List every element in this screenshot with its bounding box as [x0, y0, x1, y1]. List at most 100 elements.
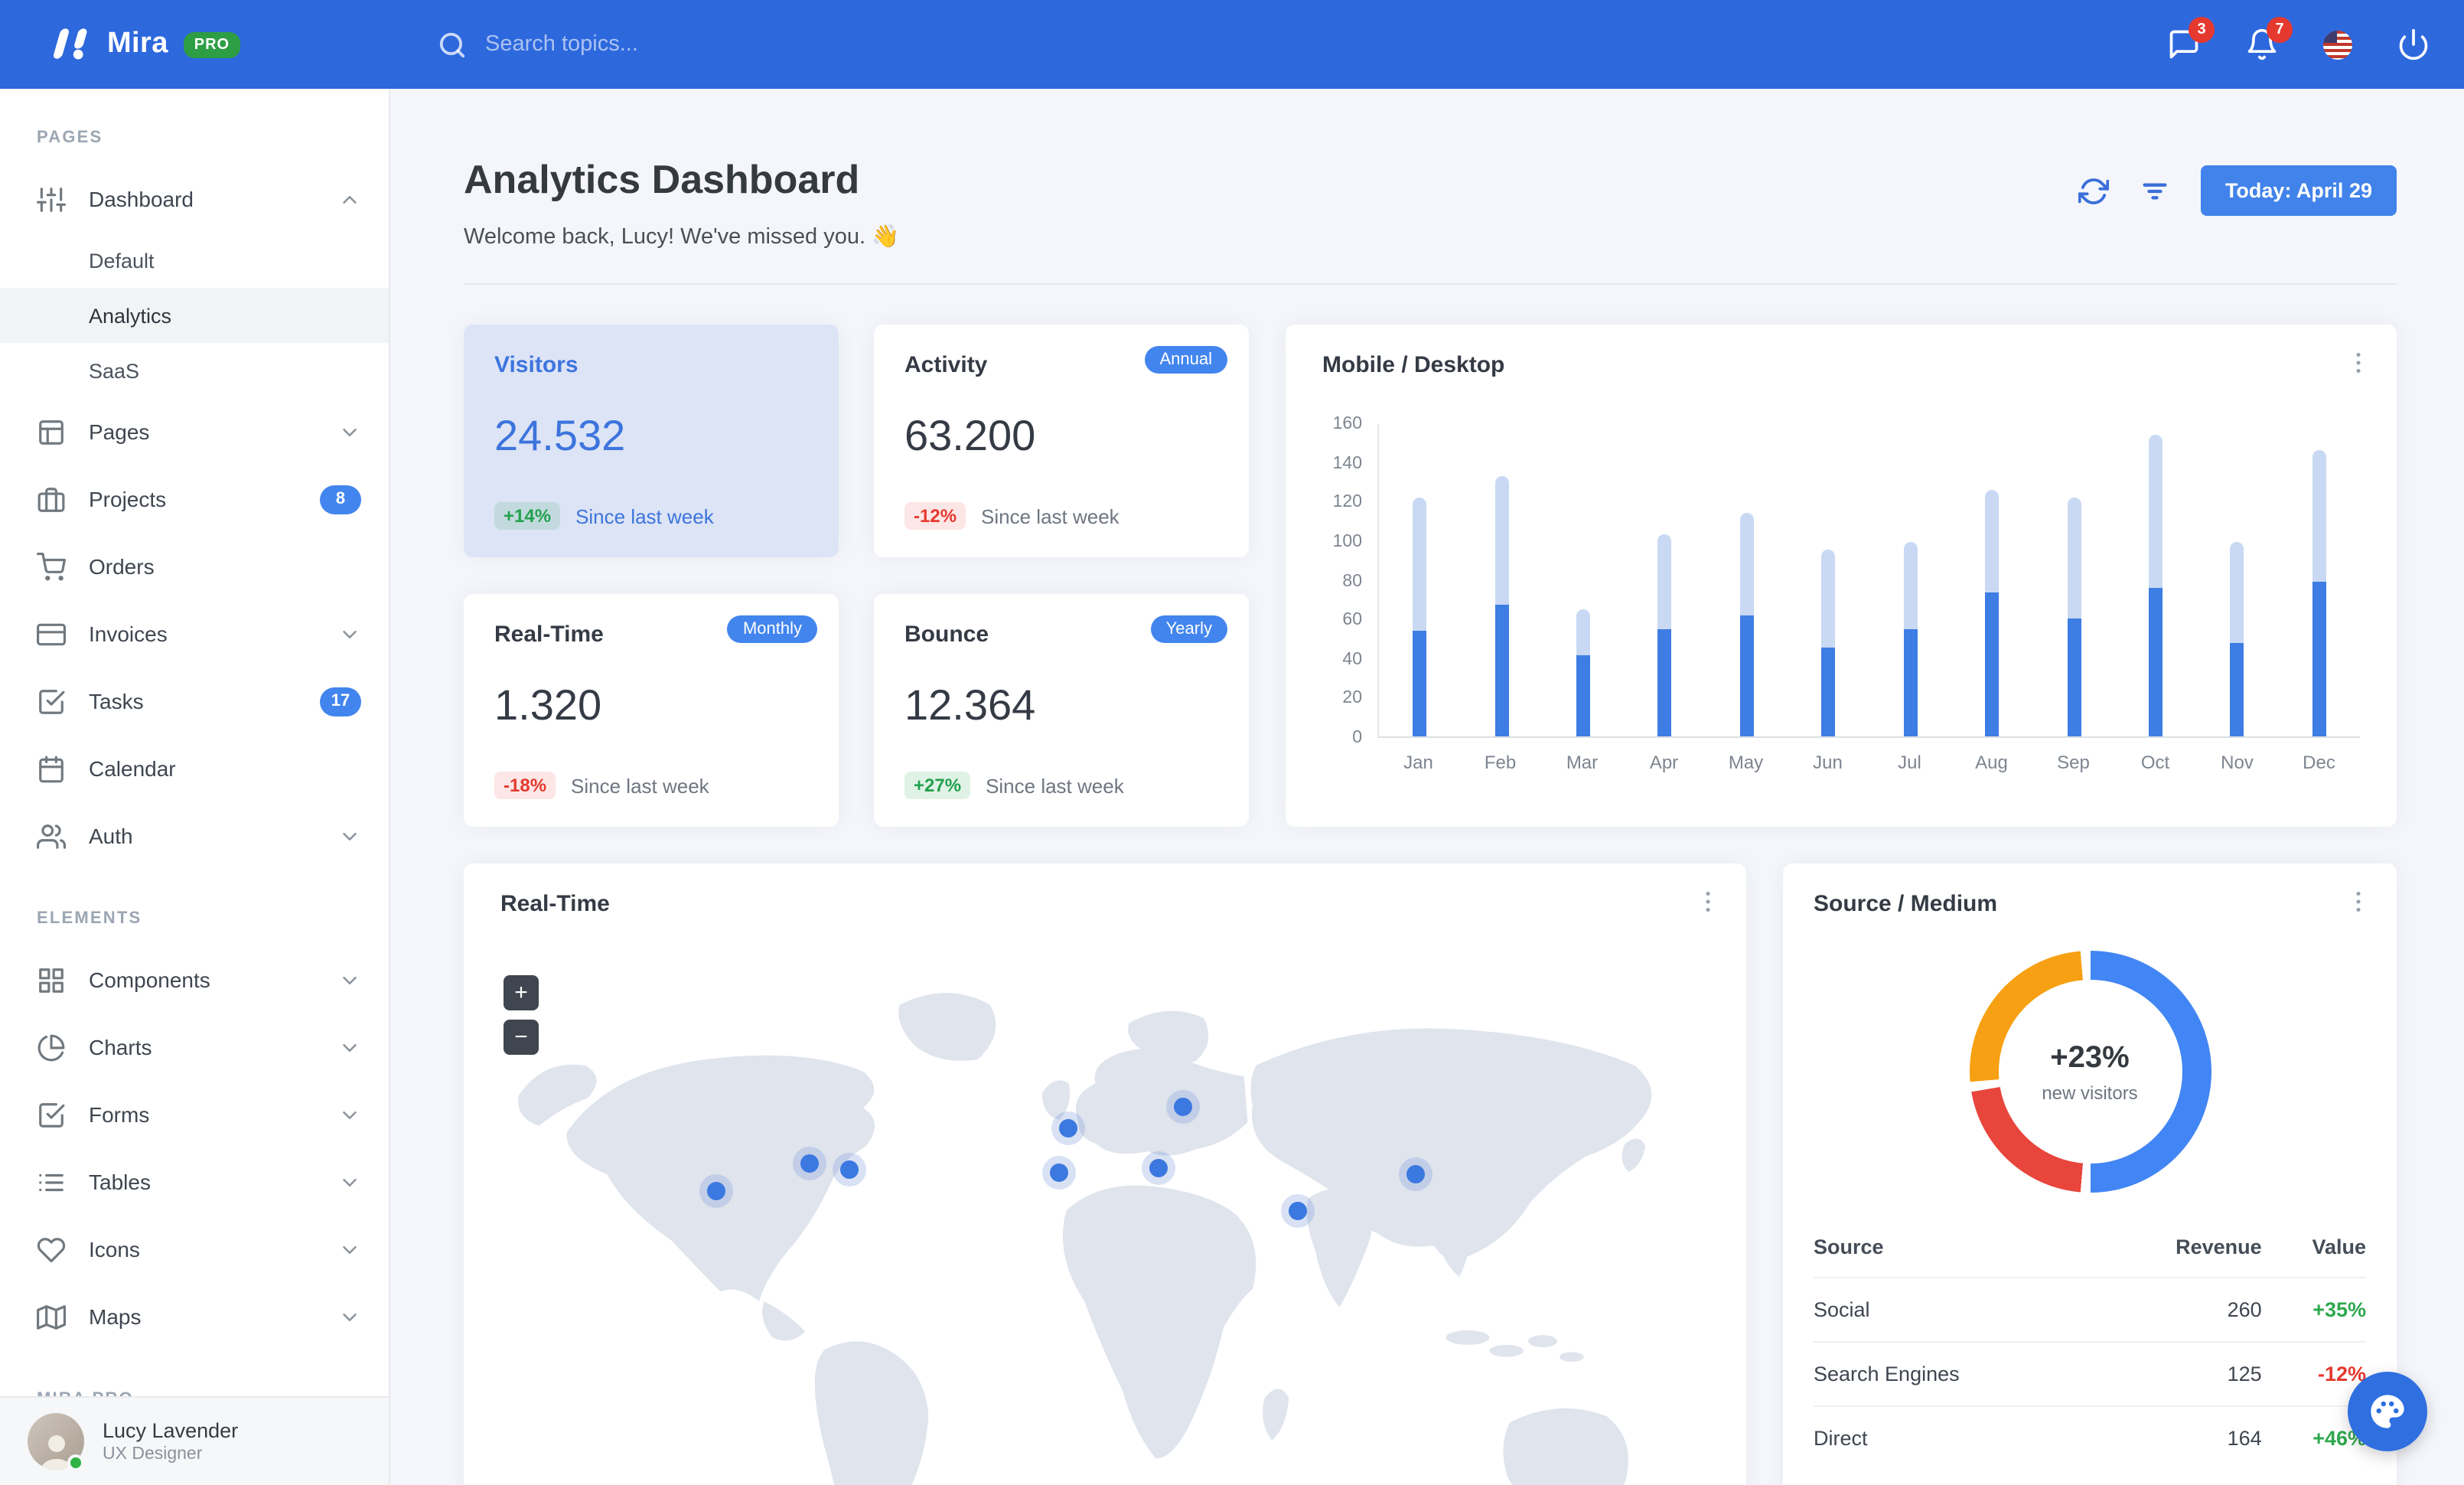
- bar-jan[interactable]: [1379, 424, 1461, 736]
- revenue-cell: 125: [2095, 1341, 2262, 1406]
- sidebar-item-label: Orders: [89, 554, 155, 579]
- x-tick-label: Oct: [2140, 752, 2170, 773]
- date-button[interactable]: Today: April 29: [2200, 165, 2397, 216]
- stat-delta-badge: +27%: [904, 772, 971, 799]
- stat-delta-badge: -12%: [904, 502, 966, 530]
- map-marker[interactable]: [800, 1154, 820, 1173]
- stat-period-pill[interactable]: Monthly: [727, 615, 817, 643]
- map-menu-button[interactable]: [1694, 888, 1722, 915]
- bar-apr[interactable]: [1625, 424, 1706, 736]
- new-visitors-label: new visitors: [2042, 1082, 2138, 1103]
- source-cell: Direct: [1814, 1405, 2096, 1470]
- brand[interactable]: Mira PRO: [46, 21, 241, 67]
- map-zoom-out-button[interactable]: −: [504, 1020, 539, 1055]
- map-marker[interactable]: [1406, 1164, 1426, 1183]
- users-icon: [37, 824, 66, 848]
- stat-period-pill[interactable]: Yearly: [1150, 615, 1227, 643]
- stat-title: Visitors: [494, 352, 579, 378]
- notifications-button[interactable]: 7: [2245, 17, 2293, 61]
- bar-may[interactable]: [1706, 424, 1788, 736]
- sidebar-item-components[interactable]: Components: [0, 946, 389, 1013]
- sidebar-item-dashboard[interactable]: Dashboard: [0, 165, 389, 233]
- sidebar-count-badge: 17: [320, 687, 361, 716]
- world-map[interactable]: + −: [500, 938, 1709, 1485]
- sidebar-item-icons[interactable]: Icons: [0, 1216, 389, 1283]
- source-menu-button[interactable]: [2345, 888, 2372, 915]
- mobile-segment: [1657, 628, 1672, 736]
- theme-settings-fab[interactable]: [2348, 1372, 2427, 1451]
- sidebar-item-label: Calendar: [89, 756, 176, 781]
- sidebar-item-projects[interactable]: Projects 8: [0, 465, 389, 533]
- map-zoom-in-button[interactable]: +: [504, 975, 539, 1010]
- chevron-down-icon: [343, 1178, 357, 1186]
- sidebar-item-label: Auth: [89, 824, 133, 848]
- sidebar-item-tasks[interactable]: Tasks 17: [0, 667, 389, 735]
- search-input[interactable]: [485, 32, 822, 57]
- sidebar-user[interactable]: Lucy Lavender UX Designer: [0, 1396, 389, 1485]
- map-marker[interactable]: [1149, 1159, 1168, 1178]
- col-source: Source: [1814, 1235, 1884, 1258]
- desktop-segment: [2312, 449, 2326, 582]
- sidebar-item-charts[interactable]: Charts: [0, 1013, 389, 1081]
- bar-dec[interactable]: [2278, 424, 2360, 736]
- sidebar-item-auth[interactable]: Auth: [0, 802, 389, 870]
- sidebar-item-label: Invoices: [89, 622, 168, 646]
- power-icon: [2399, 28, 2428, 60]
- stat-period-pill[interactable]: Annual: [1144, 346, 1227, 374]
- map-marker[interactable]: [1059, 1118, 1078, 1137]
- y-tick-label: 80: [1342, 572, 1362, 590]
- navbar-search[interactable]: [438, 30, 822, 59]
- bar-jul[interactable]: [1869, 424, 1951, 736]
- sidebar-item-forms[interactable]: Forms: [0, 1081, 389, 1148]
- bar-oct[interactable]: [2115, 424, 2197, 736]
- mobile-segment: [1739, 615, 1754, 736]
- desktop-segment: [1821, 550, 1836, 648]
- sidebar-item-orders[interactable]: Orders: [0, 533, 389, 600]
- stat-title: Activity: [904, 352, 988, 378]
- sidebar-item-calendar[interactable]: Calendar: [0, 735, 389, 802]
- us-flag-icon[interactable]: [2323, 30, 2352, 59]
- sidebar-item-label: Tables: [89, 1170, 151, 1194]
- map-marker[interactable]: [707, 1182, 726, 1200]
- sidebar-item-tables[interactable]: Tables: [0, 1148, 389, 1216]
- bar-sep[interactable]: [2033, 424, 2115, 736]
- donut-center-label: +23% new visitors: [1969, 951, 2211, 1193]
- map-marker[interactable]: [1173, 1097, 1192, 1116]
- sidebar-subitem-analytics[interactable]: Analytics: [0, 288, 389, 343]
- sidebar-subitem-default[interactable]: Default: [89, 249, 155, 272]
- x-tick-label: Mar: [1566, 752, 1599, 773]
- map-marker[interactable]: [840, 1160, 859, 1180]
- sidebar-item-invoices[interactable]: Invoices: [0, 600, 389, 667]
- revenue-cell: 164: [2095, 1405, 2262, 1470]
- check-square-icon: [39, 689, 65, 713]
- more-vertical-icon: [2356, 891, 2361, 912]
- bar-aug[interactable]: [1951, 424, 2033, 736]
- x-tick-label: Dec: [2303, 752, 2335, 773]
- grid-icon: [39, 968, 64, 992]
- messages-button[interactable]: 3: [2167, 17, 2215, 61]
- map-zoom-controls: + −: [504, 975, 539, 1055]
- bar-feb[interactable]: [1461, 424, 1543, 736]
- sidebar-item-pages[interactable]: Pages: [0, 398, 389, 465]
- refresh-button[interactable]: [2078, 175, 2110, 206]
- bar-mar[interactable]: [1543, 424, 1625, 736]
- x-tick-label: Jan: [1403, 752, 1433, 773]
- stat-value: 1.320: [494, 681, 602, 729]
- sidebar-subitem-saas[interactable]: SaaS: [89, 359, 140, 382]
- realtime-map-card: Real-Time + −: [464, 863, 1746, 1485]
- y-tick-label: 160: [1332, 415, 1362, 433]
- value-cell: +35%: [2261, 1277, 2366, 1342]
- bar-nov[interactable]: [2196, 424, 2278, 736]
- chart-menu-button[interactable]: [2345, 349, 2372, 377]
- bar-jun[interactable]: [1788, 424, 1869, 736]
- map-marker[interactable]: [1049, 1163, 1068, 1182]
- sign-out-button[interactable]: [2397, 28, 2430, 61]
- map-marker[interactable]: [1289, 1201, 1308, 1220]
- map-title: Real-Time: [500, 891, 610, 917]
- filter-button[interactable]: [2140, 175, 2170, 206]
- sidebar-item-maps[interactable]: Maps: [0, 1283, 389, 1350]
- y-tick-label: 60: [1342, 611, 1362, 630]
- table-row: Direct 164 +46%: [1814, 1405, 2366, 1470]
- chevron-down-icon: [343, 1111, 357, 1118]
- bar-chart-y-axis: 160 140 120 100 80 60 40 20 0: [1322, 415, 1377, 747]
